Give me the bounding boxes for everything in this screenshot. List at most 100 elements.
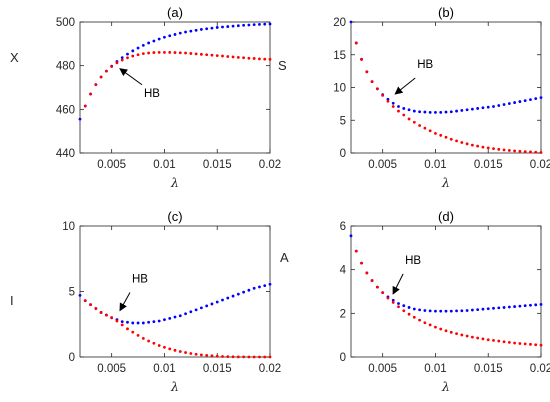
data-point [449,110,453,114]
data-point [423,309,427,312]
data-point [529,150,532,154]
data-point [492,147,495,151]
x-tick-label: 0.015 [203,363,232,375]
data-point [210,302,214,306]
data-point [263,22,267,26]
data-point [205,27,209,31]
data-point [449,137,453,141]
data-point [428,110,432,114]
data-point [242,23,246,27]
series-0 [349,20,543,114]
data-point [481,106,485,110]
x-tick-label: 0.02 [530,159,550,171]
data-point [486,146,490,150]
data-point [136,321,140,325]
data-point [381,93,385,97]
data-point [252,23,256,27]
data-point [412,315,416,319]
data-point [412,307,416,311]
data-point [89,303,92,306]
data-point [231,24,235,28]
x-tick-label: 0.015 [474,363,503,375]
data-point [210,26,214,30]
data-point [486,105,490,109]
data-point [168,316,172,320]
x-tick-label: 0.01 [424,159,446,171]
data-point [465,142,469,146]
data-point [391,105,395,108]
data-point [236,292,240,296]
data-point [83,299,87,303]
data-point [513,149,517,153]
data-point [455,332,458,336]
y-tick-label: 5 [69,287,75,299]
data-point [439,110,443,114]
data-point [476,144,480,148]
data-point [449,309,453,313]
data-point [418,318,422,322]
data-point [131,321,135,325]
x-tick-label: 0.015 [474,159,503,171]
y-tick-label: 10 [333,83,346,95]
series-1 [354,41,543,154]
data-point [236,24,240,28]
axes-box [79,225,271,358]
data-point [407,117,411,121]
data-point [386,296,390,300]
y-tick-label: 0 [69,352,75,364]
data-point [173,315,177,319]
data-point [268,355,272,359]
data-point [444,135,448,139]
data-point [120,56,124,59]
data-point [89,92,92,96]
data-point [439,133,443,137]
data-point [507,149,511,152]
data-point [141,336,145,340]
data-point [247,288,251,292]
data-point [126,56,129,60]
data-point [147,51,151,55]
data-point [360,57,363,61]
data-point [99,311,103,314]
data-point [126,327,129,331]
data-point [365,271,369,275]
data-point [529,98,532,102]
y-axis-label: I [10,293,14,308]
data-point [115,61,119,65]
data-point [460,333,464,337]
data-point [83,104,87,108]
data-point [258,285,261,289]
panel-a: 0.005 0.01 0.015 0.02 440 460 480 500 (a) λ X HB [10,5,281,190]
panel-title: (d) [438,209,454,224]
data-point [386,99,390,103]
y-tick-label: 440 [56,148,75,160]
series-1 [83,50,272,108]
data-point [215,354,219,358]
data-point [221,298,224,302]
data-point [147,320,151,324]
data-point [210,53,214,57]
data-point [189,29,193,33]
data-point [428,323,432,327]
data-point [221,355,224,358]
data-point [141,52,145,56]
data-point [418,110,422,114]
data-point [263,284,267,288]
data-point [231,294,235,298]
data-point [529,303,532,307]
data-point [492,105,495,108]
data-point [428,129,432,133]
data-point [131,49,135,53]
data-point [486,338,490,342]
data-point [189,352,193,355]
panel-title: (b) [438,5,454,20]
panel-title: (a) [167,5,183,20]
data-point [247,355,251,359]
data-point [94,83,98,87]
data-point [434,309,437,313]
data-point [199,353,203,357]
data-point [465,309,469,312]
data-point [407,306,411,309]
data-point [163,345,166,349]
data-point [163,318,166,322]
